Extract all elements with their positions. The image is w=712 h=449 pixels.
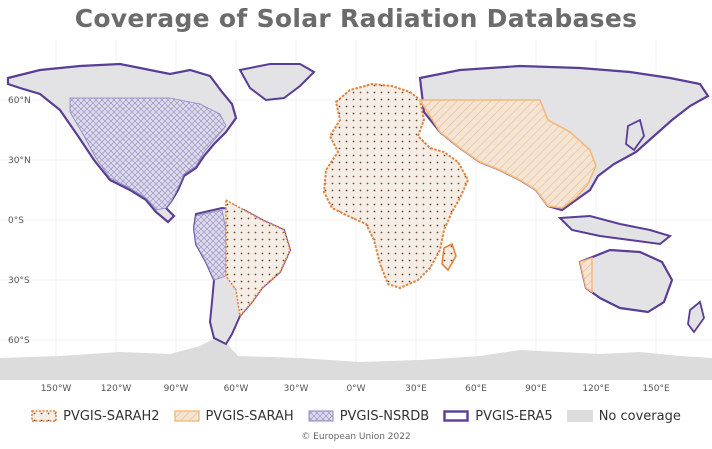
map-canvas: 60°N 30°N 0°S 30°S 60°S 150°W 120°W 90°W… (0, 40, 712, 394)
southeast-asia-era5 (557, 214, 673, 246)
legend-item-era5: PVGIS-ERA5 (443, 408, 553, 424)
legend-item-nsrdb: PVGIS-NSRDB (308, 408, 430, 424)
legend-label: PVGIS-SARAH2 (63, 408, 160, 424)
legend-item-sarah: PVGIS-SARAH (173, 408, 294, 424)
latitude-labels: 60°N 30°N 0°S 30°S 60°S (8, 96, 31, 346)
lon-label: 90°E (525, 384, 547, 394)
lon-label: 120°E (582, 384, 610, 394)
lat-label: 30°S (8, 276, 30, 286)
nsrdb-swatch-icon (308, 410, 334, 422)
legend-label: PVGIS-NSRDB (339, 408, 430, 424)
antarctica-landmass (0, 338, 712, 380)
lon-label: 90°W (164, 384, 189, 394)
copyright-notice: © European Union 2022 (301, 432, 411, 442)
lon-label: 150°E (642, 384, 670, 394)
lon-label: 150°W (41, 384, 72, 394)
map-legend: PVGIS-SARAH2 PVGIS-SARAH PVGIS-NSRDB PVG… (0, 406, 712, 426)
madagascar-sarah2 (441, 242, 457, 272)
legend-label: PVGIS-SARAH (205, 408, 294, 424)
sarah2-swatch-icon (31, 410, 57, 422)
lon-label: 30°W (284, 384, 309, 394)
south-america-sarah2 (225, 198, 291, 318)
south-america-nsrdb (193, 209, 227, 281)
australia-sarah (579, 257, 593, 294)
lon-label: 60°W (224, 384, 249, 394)
no-coverage-swatch-icon (566, 410, 593, 422)
longitude-labels: 150°W 120°W 90°W 60°W 30°W 0°W 30°E 60°E… (41, 384, 670, 394)
lon-label: 30°E (405, 384, 427, 394)
era5-swatch-icon (443, 410, 469, 422)
north-america-nsrdb (69, 97, 227, 211)
legend-label: No coverage (598, 408, 681, 424)
legend-item-sarah2: PVGIS-SARAH2 (31, 408, 160, 424)
sarah-swatch-icon (173, 410, 200, 422)
lat-label: 30°N (8, 156, 31, 166)
lat-label: 60°N (8, 96, 31, 106)
new-zealand-era5 (687, 300, 705, 334)
japan-era5 (625, 118, 645, 152)
lon-label: 120°W (101, 384, 132, 394)
lat-label: 0°S (8, 216, 24, 226)
lat-label: 60°S (8, 336, 30, 346)
lon-label: 60°E (465, 384, 487, 394)
legend-item-no-coverage: No coverage (566, 408, 681, 424)
lon-label: 0°W (346, 384, 365, 394)
australia-era5 (578, 248, 674, 314)
map-title: Coverage of Solar Radiation Databases (74, 4, 638, 33)
greenland-era5 (238, 63, 316, 102)
legend-label: PVGIS-ERA5 (475, 408, 553, 424)
world-coverage-map: 60°N 30°N 0°S 30°S 60°S 150°W 120°W 90°W… (0, 40, 712, 396)
asia-sarah (418, 99, 597, 209)
